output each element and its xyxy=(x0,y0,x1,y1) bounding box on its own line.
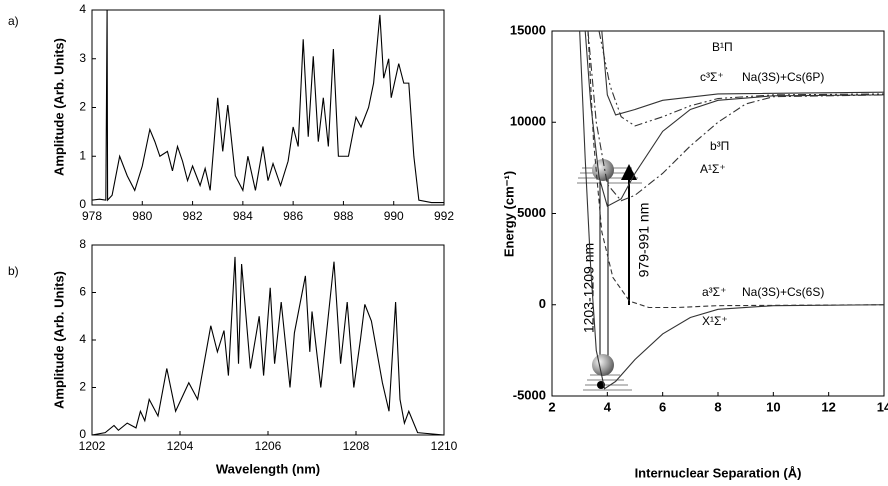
x-tick-label: 984 xyxy=(233,209,253,223)
y-tick-label: 2 xyxy=(79,380,86,394)
y-tick-label: 4 xyxy=(79,332,86,346)
x-tick-label: 1204 xyxy=(167,439,194,453)
x-tick-label: 978 xyxy=(82,209,102,223)
state-label: c³Σ⁺ xyxy=(700,70,724,84)
data-line xyxy=(587,30,885,202)
y-tick-label: 0 xyxy=(79,427,86,441)
data-line xyxy=(587,30,885,309)
y-tick-label: 3 xyxy=(79,51,86,65)
data-line xyxy=(91,256,445,436)
panel-label: a) xyxy=(8,14,19,28)
data-line xyxy=(584,30,885,208)
x-tick-label: 988 xyxy=(333,209,353,223)
y-tick-label: -5000 xyxy=(513,387,546,402)
y-tick-label: 10000 xyxy=(510,114,546,129)
state-label: a³Σ⁺ xyxy=(702,285,726,299)
x-tick-label: 12 xyxy=(821,399,835,414)
y-tick-label: 1 xyxy=(79,148,86,162)
y-axis-label: Amplitude (Arb. Units) xyxy=(51,38,66,176)
x-tick-label: 982 xyxy=(183,209,203,223)
y-tick-label: 6 xyxy=(79,285,86,299)
y-tick-label: 5000 xyxy=(517,205,546,220)
x-tick-label: 14 xyxy=(877,399,888,414)
data-line xyxy=(598,30,885,127)
x-tick-label: 1208 xyxy=(343,439,370,453)
y-axis-label: Energy (cm⁻¹) xyxy=(501,171,516,257)
annotation: Na(3S)+Cs(6P) xyxy=(742,70,824,84)
data-line xyxy=(91,9,444,204)
y-tick-label: 4 xyxy=(79,2,86,16)
x-axis-label: Wavelength (nm) xyxy=(216,461,320,476)
wave-packet xyxy=(592,354,614,376)
x-tick-label: 2 xyxy=(548,399,555,414)
x-tick-label: 6 xyxy=(659,399,666,414)
x-tick-label: 10 xyxy=(766,399,780,414)
annotation: 979-991 nm xyxy=(636,203,652,278)
plot-frame xyxy=(91,9,445,206)
y-tick-label: 15000 xyxy=(510,22,546,37)
state-label: B¹Π xyxy=(712,40,733,54)
y-tick-label: 8 xyxy=(79,237,86,251)
y-tick-label: 0 xyxy=(539,296,546,311)
x-tick-label: 980 xyxy=(132,209,152,223)
panel-label: b) xyxy=(8,264,19,278)
y-axis-label: Amplitude (Arb. Units) xyxy=(51,271,66,409)
annotation: Na(3S)+Cs(6S) xyxy=(742,285,824,299)
x-tick-label: 4 xyxy=(604,399,612,414)
x-tick-label: 1202 xyxy=(79,439,106,453)
x-tick-label: 986 xyxy=(283,209,303,223)
state-label: X¹Σ⁺ xyxy=(702,314,728,328)
y-tick-label: 2 xyxy=(79,100,86,114)
plot-frame xyxy=(91,244,445,436)
x-tick-label: 1206 xyxy=(255,439,282,453)
x-tick-label: 992 xyxy=(434,209,454,223)
x-tick-label: 1210 xyxy=(431,439,458,453)
data-line xyxy=(601,30,885,116)
y-tick-label: 0 xyxy=(79,197,86,211)
x-axis-label: Internuclear Separation (Å) xyxy=(635,465,802,480)
x-tick-label: 990 xyxy=(384,209,404,223)
data-line xyxy=(579,30,885,390)
state-label: A¹Σ⁺ xyxy=(700,162,726,176)
annotation: 1203-1209 nm xyxy=(581,243,597,333)
state-label: b³Π xyxy=(710,139,729,153)
x-tick-label: 8 xyxy=(714,399,721,414)
